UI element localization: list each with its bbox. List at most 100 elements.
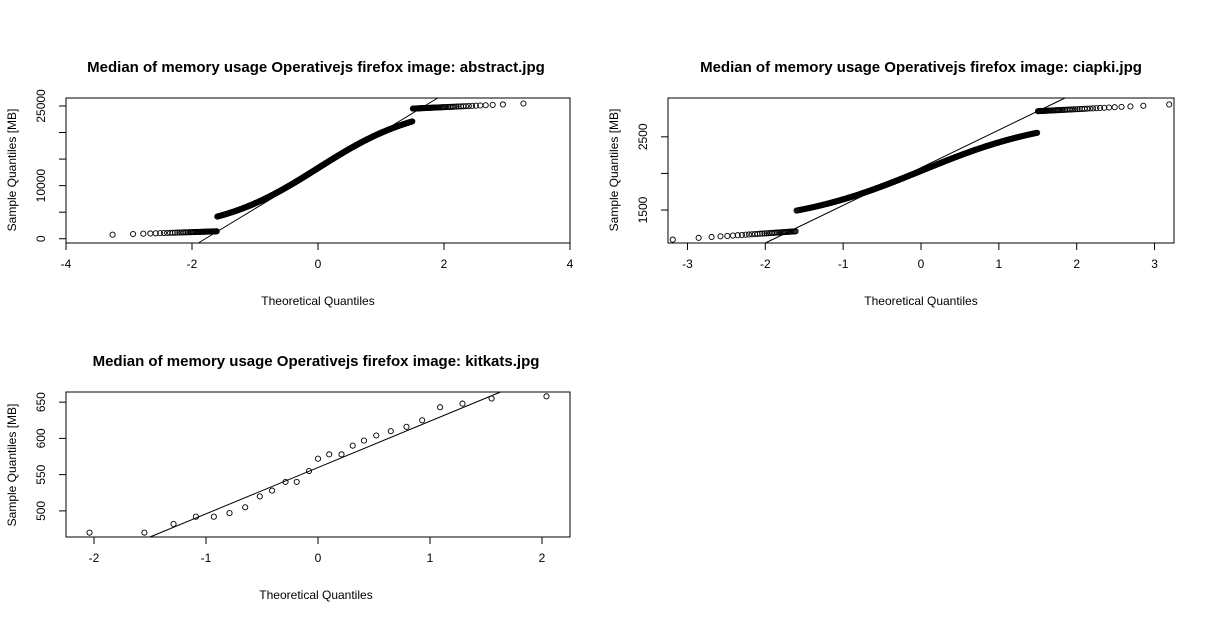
data-point xyxy=(1111,104,1118,111)
y-tick-label: 500 xyxy=(34,501,48,521)
x-tick-label: 0 xyxy=(315,551,322,565)
data-point xyxy=(1072,106,1079,113)
data-point xyxy=(172,229,179,236)
data-point xyxy=(170,520,177,528)
data-point xyxy=(326,451,333,458)
y-tick-label: 650 xyxy=(34,392,48,412)
x-tick-label: 3 xyxy=(1151,257,1158,271)
data-point xyxy=(1118,103,1125,110)
data-point xyxy=(1068,106,1075,113)
data-point xyxy=(695,234,702,241)
qq-reference-line xyxy=(149,391,501,538)
data-point xyxy=(373,432,380,439)
data-point xyxy=(419,417,426,424)
x-axis: -4 -2 0 2 4 xyxy=(61,242,574,271)
y-tick-label: 10000 xyxy=(34,169,48,203)
qq-panel-ciapki: Median of memory usage Operativejs firef… xyxy=(607,59,1175,308)
x-axis-label: Theoretical Quantiles xyxy=(261,294,374,308)
data-point xyxy=(449,103,456,110)
data-point xyxy=(451,103,458,110)
data-point xyxy=(403,423,410,430)
data-point xyxy=(1093,105,1100,112)
data-point xyxy=(708,233,715,241)
y-tick-label: 1500 xyxy=(636,196,650,223)
x-tick-label: 1 xyxy=(996,257,1003,271)
data-point xyxy=(174,229,181,236)
data-point xyxy=(242,504,249,511)
y-axis: 500 550 600 650 xyxy=(34,392,67,521)
data-point xyxy=(482,102,489,109)
qq-panel-kitkats: Median of memory usage Operativejs firef… xyxy=(5,353,571,602)
x-axis: -2 -1 0 1 2 xyxy=(89,536,546,565)
data-point xyxy=(1097,104,1104,112)
data-point xyxy=(109,231,116,238)
data-point xyxy=(756,230,764,237)
x-tick-label: -2 xyxy=(760,257,771,271)
data-point xyxy=(387,428,394,435)
y-tick-label: 600 xyxy=(34,428,48,448)
data-point xyxy=(792,228,799,235)
data-point xyxy=(338,451,345,458)
x-tick-label: 2 xyxy=(539,551,546,565)
data-point xyxy=(1070,106,1077,113)
data-point xyxy=(745,231,753,238)
data-point xyxy=(256,493,263,500)
x-axis-label: Theoretical Quantiles xyxy=(259,588,372,602)
x-tick-label: 0 xyxy=(918,257,925,271)
data-point xyxy=(269,487,276,494)
y-axis: 1500 2500 xyxy=(636,123,669,223)
data-point xyxy=(734,232,741,239)
data-point xyxy=(738,231,745,238)
data-point xyxy=(160,229,167,237)
data-point xyxy=(169,229,176,236)
data-point xyxy=(437,404,444,411)
data-point xyxy=(293,478,300,485)
data-point xyxy=(759,230,766,237)
x-tick-label: -2 xyxy=(187,257,198,271)
data-point xyxy=(761,230,768,237)
x-axis: -3 -2 -1 0 1 2 3 xyxy=(682,242,1158,271)
data-point xyxy=(462,103,469,110)
x-tick-label: -2 xyxy=(89,551,100,565)
x-tick-label: -4 xyxy=(61,257,72,271)
data-point xyxy=(1127,103,1134,110)
data-point xyxy=(520,100,527,107)
data-point xyxy=(409,118,416,125)
x-tick-label: -3 xyxy=(682,257,693,271)
data-point xyxy=(472,102,479,109)
data-point xyxy=(488,395,495,402)
data-point xyxy=(1074,106,1081,113)
data-point xyxy=(147,230,154,237)
x-tick-label: 2 xyxy=(1073,257,1080,271)
data-point xyxy=(499,101,506,108)
x-tick-label: 4 xyxy=(567,257,574,271)
data-point xyxy=(213,228,220,235)
data-point xyxy=(1140,102,1147,109)
plot-frame xyxy=(65,391,571,538)
chart-title: Median of memory usage Operativejs firef… xyxy=(93,353,540,370)
data-points xyxy=(86,393,550,536)
data-point xyxy=(1086,105,1093,112)
data-points xyxy=(669,101,1173,243)
data-point xyxy=(152,230,159,237)
data-point xyxy=(717,233,724,240)
y-tick-label: 550 xyxy=(34,464,48,484)
data-point xyxy=(1084,105,1091,112)
y-tick-label: 2500 xyxy=(636,123,650,150)
data-point xyxy=(489,101,496,108)
data-point xyxy=(465,102,472,110)
y-axis-label: Sample Quantiles [MB] xyxy=(5,109,19,232)
data-point xyxy=(1166,101,1173,108)
x-tick-label: -1 xyxy=(838,257,849,271)
data-point xyxy=(455,103,462,110)
y-axis-label: Sample Quantiles [MB] xyxy=(607,109,621,232)
y-tick-label: 25000 xyxy=(34,89,48,123)
data-point xyxy=(157,230,164,237)
x-tick-label: -1 xyxy=(201,551,212,565)
data-point xyxy=(140,230,147,237)
data-point xyxy=(314,455,322,462)
data-point xyxy=(1089,105,1097,112)
data-point xyxy=(453,103,460,110)
data-point xyxy=(130,230,137,238)
